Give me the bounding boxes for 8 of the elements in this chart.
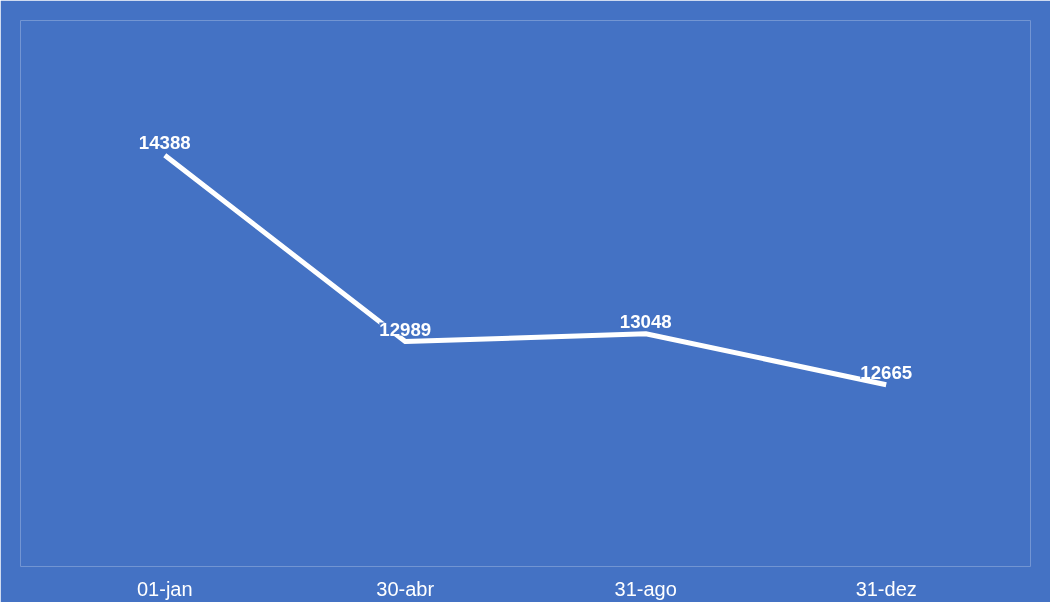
data-label: 12665 bbox=[860, 361, 913, 383]
x-tick-label: 01-jan bbox=[136, 577, 193, 600]
data-label: 13048 bbox=[619, 310, 672, 332]
x-tick-label: 31-dez bbox=[855, 577, 917, 600]
data-label: 14388 bbox=[138, 132, 191, 154]
data-label: 12989 bbox=[379, 318, 432, 340]
x-tick-label: 30-abr bbox=[376, 577, 435, 600]
x-tick-label: 31-ago bbox=[614, 577, 677, 600]
